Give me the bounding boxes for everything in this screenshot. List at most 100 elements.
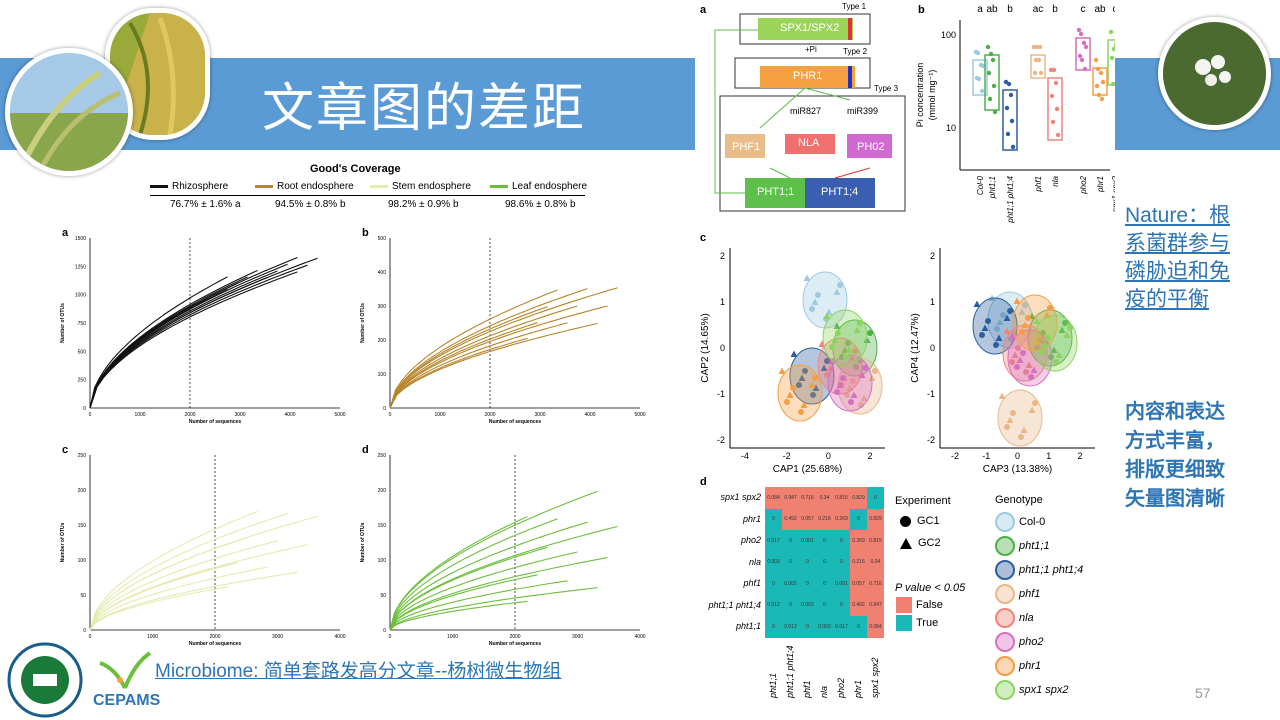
coverage-value: 98.6% ± 0.8% b [505,199,576,210]
sample-point [981,324,989,331]
rarefaction-curve [89,276,228,409]
sample-point [796,382,802,388]
rarefaction-curve [389,288,588,409]
heatmap-cell: 0.216 [816,508,833,530]
heatmap-cell: 0.012 [765,594,782,616]
data-point [1055,132,1061,138]
box [1002,89,1018,151]
sample-point [1030,366,1038,373]
x-tick-label: 1 [1046,451,1051,461]
heatmap-col-label: pht1;1 [768,672,778,698]
sample-point [1028,374,1034,380]
sample-point [852,348,858,354]
data-point [1095,66,1101,72]
rice-photo [105,8,210,140]
y-tick-label: 150 [78,523,87,529]
heatmap-cell: 0 [816,551,833,573]
sample-point [829,344,835,350]
y-tick-label: 200 [378,488,387,494]
sample-point [872,368,878,374]
sample-point [1039,349,1045,355]
heatmap-cell: 0 [816,573,833,595]
phf1-pht-arrow [769,167,791,179]
significance-letter: c [1113,4,1116,15]
rarefaction-curve [89,289,228,409]
genotype-swatch [995,656,1015,676]
genotype-label: pht1;1 [1019,540,1050,552]
sample-point [1019,329,1025,335]
heatmap-col-label: spx1 spx2 [870,656,880,698]
sample-point [778,367,786,374]
group-ellipse [1032,314,1078,372]
heatmap-cell: 0.815 [867,530,884,552]
genotype-label: spx1 spx2 [1019,684,1069,696]
right-heading[interactable]: Nature：根 系菌群参与 磷胁迫和免 疫的平衡 [1125,202,1230,314]
heading-line: 磷胁迫和免 [1125,260,1230,283]
data-point [1096,92,1102,98]
x-tick-label: 1000 [147,634,158,640]
group-ellipse [789,347,835,405]
y-tick-label: 50 [380,593,386,599]
sample-point [845,340,851,346]
sample-point [811,298,819,305]
heatmap-cell: 0.057 [850,573,867,595]
plant-photo [1158,17,1271,130]
heatmap-cell: 0 [782,594,799,616]
false-swatch [896,597,912,613]
heatmap-cell: 0 [833,594,850,616]
genotype-tick: pht1;1 pht1;4 [1006,175,1015,223]
rarefaction-curve [389,490,598,631]
sample-point [809,306,815,312]
rarefaction-curve [89,263,288,409]
sample-point [1048,354,1054,360]
genotype-legend-item: pht1;1 [995,536,1050,556]
heatmap-cell: 0 [799,573,816,595]
group-ellipse [1007,329,1053,387]
rarefaction-curve [389,518,558,631]
rarefaction-curve [89,586,228,631]
y-tick-label: 0 [383,628,386,634]
panel-letter: c [62,444,68,456]
x-tick-label: 3000 [234,412,245,418]
heatmap-cell: 0.017 [765,530,782,552]
rarefaction-curve [89,257,318,409]
genotype-tick: spx1 spx2 [1111,175,1115,212]
x-tick-label: 0 [389,412,392,418]
source-link[interactable]: Microbiome: 简单套路发高分文章--杨树微生物组 [155,661,562,682]
data-point [1079,57,1085,63]
rarefaction-curve [89,510,258,631]
genotype-label: Col-0 [1019,516,1046,528]
gc2-label: GC2 [918,537,941,549]
rarefaction-curve [89,540,278,631]
data-point [988,51,994,57]
y-tick-label: 400 [378,270,387,276]
x-axis-label: Number of sequences [189,641,241,647]
y-tick-label: 0 [930,343,935,353]
type1-frame [739,13,871,45]
genotype-legend-item: spx1 spx2 [995,680,1069,700]
x-tick-label: 1000 [434,412,445,418]
x-tick-label: -2 [951,451,959,461]
x-axis-label: CAP3 (13.38%) [983,464,1052,475]
x-tick-label: 3000 [572,634,583,640]
sample-point [860,394,868,401]
heatmap-cell: 0.216 [850,551,867,573]
spx-label: SPX1/SPX2 [780,22,840,34]
sample-point [798,409,804,415]
x-tick-label: 0 [89,634,92,640]
y-tick-label: -2 [927,435,935,445]
sample-point [824,358,830,364]
phr1-phf1-arrow [759,87,806,129]
x-tick-label: -4 [741,451,749,461]
heatmap-cell: 0.34 [867,551,884,573]
data-point [1053,80,1059,86]
x-tick-label: -1 [982,451,990,461]
heatmap-cell: 0.084 [867,616,884,638]
sample-point [1063,331,1071,338]
legend-label: Leaf endosphere [512,181,588,192]
heatmap-cell: 0.269 [833,508,850,530]
rarefaction-curve [389,337,528,409]
nla-label: NLA [798,137,820,149]
data-point [987,96,993,102]
true-legend: True [896,615,938,631]
